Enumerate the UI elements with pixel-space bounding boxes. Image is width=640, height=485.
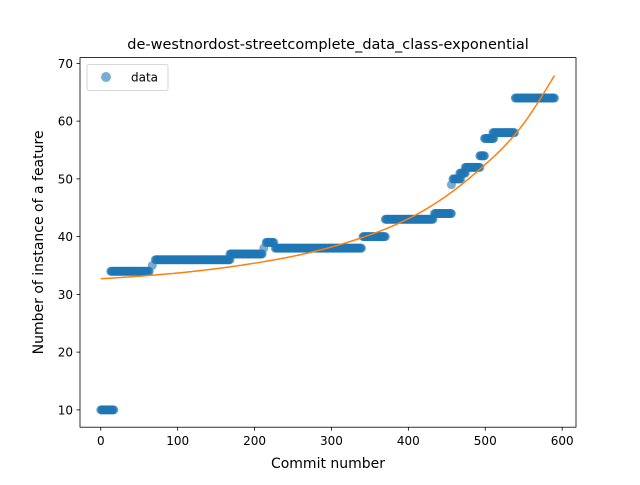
- data-point: [509, 128, 519, 138]
- y-tick-label: 30: [58, 288, 73, 302]
- plot-frame: [79, 57, 577, 428]
- data-point: [549, 93, 559, 103]
- legend: data: [86, 64, 169, 91]
- x-tick-label: 200: [243, 434, 266, 448]
- y-axis-label: Number of instance of a feature: [31, 130, 47, 354]
- chart-title: de-westnordost-streetcomplete_data_class…: [127, 37, 528, 53]
- data-point: [479, 151, 489, 161]
- x-axis-label: Commit number: [271, 456, 385, 472]
- fit-line: [100, 75, 556, 280]
- legend-marker-data: [101, 72, 111, 82]
- x-tick-label: 0: [97, 434, 105, 448]
- x-tick-label: 300: [320, 434, 343, 448]
- y-tick-label: 10: [58, 403, 73, 417]
- data-point: [109, 405, 119, 415]
- y-tick-label: 40: [58, 230, 73, 244]
- data-point: [380, 232, 390, 242]
- legend-label-data: data: [131, 71, 158, 85]
- x-tick-label: 400: [397, 434, 420, 448]
- x-tick-label: 500: [474, 434, 497, 448]
- plot-data: [96, 75, 559, 415]
- data-point: [356, 243, 366, 253]
- y-tick-label: 70: [58, 57, 73, 71]
- y-tick-label: 60: [58, 115, 73, 129]
- x-tick-label: 600: [551, 434, 574, 448]
- data-point: [475, 162, 485, 172]
- axis-ticks: 0 100 200 300 400 500 600 10 20 30 40 50 60 70: [58, 57, 574, 448]
- y-tick-label: 50: [58, 172, 73, 186]
- legend-box: [86, 64, 169, 91]
- x-tick-label: 100: [166, 434, 189, 448]
- y-tick-label: 20: [58, 346, 73, 360]
- data-point: [446, 209, 456, 219]
